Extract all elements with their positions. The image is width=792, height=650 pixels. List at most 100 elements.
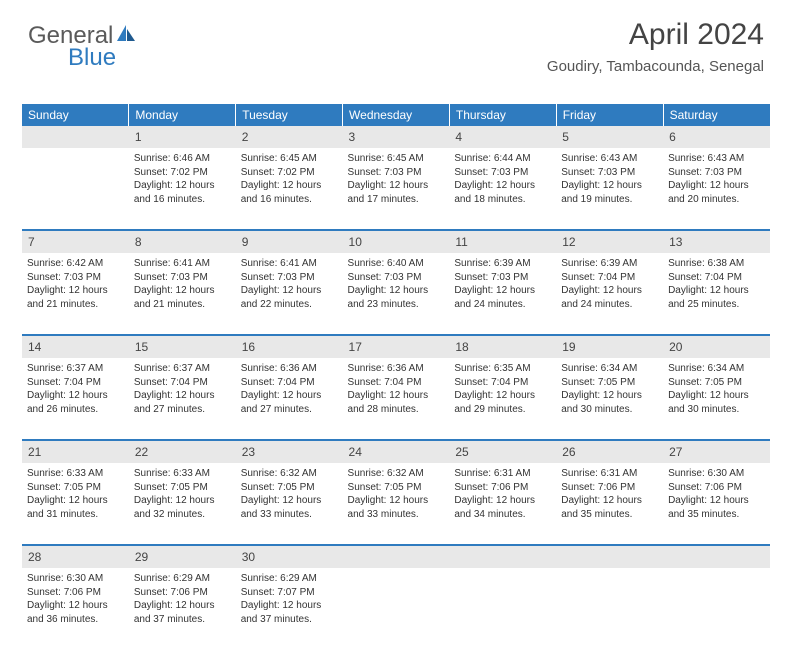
day-content-cell [556,568,663,650]
day-details: Sunrise: 6:30 AM Sunset: 7:06 PM Dayligh… [668,467,765,521]
day-details: Sunrise: 6:43 AM Sunset: 7:03 PM Dayligh… [561,152,658,206]
day-number-cell: 19 [556,335,663,358]
day-number-cell [449,545,556,568]
day-number-cell: 17 [343,335,450,358]
day-number-cell: 2 [236,126,343,148]
day-details: Sunrise: 6:44 AM Sunset: 7:03 PM Dayligh… [454,152,551,206]
day-number: 12 [562,235,575,249]
day-content-cell: Sunrise: 6:38 AM Sunset: 7:04 PM Dayligh… [663,253,770,335]
day-content-cell: Sunrise: 6:29 AM Sunset: 7:06 PM Dayligh… [129,568,236,650]
day-number: 18 [455,340,468,354]
day-number: 13 [669,235,682,249]
day-number: 2 [242,130,249,144]
day-number-cell: 21 [22,440,129,463]
day-details: Sunrise: 6:29 AM Sunset: 7:06 PM Dayligh… [134,572,231,626]
day-details: Sunrise: 6:30 AM Sunset: 7:06 PM Dayligh… [27,572,124,626]
day-number: 17 [349,340,362,354]
day-number: 26 [562,445,575,459]
day-number-cell: 16 [236,335,343,358]
day-number: 22 [135,445,148,459]
day-number: 15 [135,340,148,354]
day-content-cell [22,148,129,230]
day-number-cell: 3 [343,126,450,148]
day-number-cell: 26 [556,440,663,463]
calendar-table: Sunday Monday Tuesday Wednesday Thursday… [22,104,770,650]
weekday-header: Sunday [22,104,129,126]
daynum-row: 14 15 16 17 18 19 20 [22,335,770,358]
day-content-cell: Sunrise: 6:36 AM Sunset: 7:04 PM Dayligh… [236,358,343,440]
day-number: 29 [135,550,148,564]
location-label: Goudiry, Tambacounda, Senegal [547,58,764,75]
day-number: 23 [242,445,255,459]
logo-text-blue: Blue [68,44,116,72]
daynum-row: 78910111213 [22,230,770,253]
day-number: 19 [562,340,575,354]
day-number: 24 [349,445,362,459]
day-number-cell: 13 [663,230,770,253]
weekday-header: Thursday [449,104,556,126]
day-content-cell: Sunrise: 6:39 AM Sunset: 7:04 PM Dayligh… [556,253,663,335]
day-content-row: Sunrise: 6:33 AM Sunset: 7:05 PM Dayligh… [22,463,770,545]
day-number-cell: 11 [449,230,556,253]
daynum-row: 123456 [22,126,770,148]
day-details: Sunrise: 6:34 AM Sunset: 7:05 PM Dayligh… [561,362,658,416]
day-details: Sunrise: 6:34 AM Sunset: 7:05 PM Dayligh… [668,362,765,416]
day-number-cell: 8 [129,230,236,253]
day-content-cell: Sunrise: 6:34 AM Sunset: 7:05 PM Dayligh… [663,358,770,440]
day-number-cell: 5 [556,126,663,148]
day-number: 28 [28,550,41,564]
day-number-cell [663,545,770,568]
day-number-cell: 9 [236,230,343,253]
day-content-cell [449,568,556,650]
day-number: 11 [455,235,467,249]
day-content-cell: Sunrise: 6:40 AM Sunset: 7:03 PM Dayligh… [343,253,450,335]
day-details: Sunrise: 6:33 AM Sunset: 7:05 PM Dayligh… [27,467,124,521]
day-number-cell [556,545,663,568]
day-number-cell: 30 [236,545,343,568]
day-number-cell: 4 [449,126,556,148]
day-number-cell: 14 [22,335,129,358]
day-details: Sunrise: 6:35 AM Sunset: 7:04 PM Dayligh… [454,362,551,416]
day-content-cell: Sunrise: 6:30 AM Sunset: 7:06 PM Dayligh… [663,463,770,545]
day-details: Sunrise: 6:42 AM Sunset: 7:03 PM Dayligh… [27,257,124,311]
logo-line2: Blue [68,44,116,72]
day-number: 20 [669,340,682,354]
day-details: Sunrise: 6:38 AM Sunset: 7:04 PM Dayligh… [668,257,765,311]
day-number: 1 [135,130,142,144]
day-number-cell: 29 [129,545,236,568]
day-number-cell: 20 [663,335,770,358]
day-number-cell: 27 [663,440,770,463]
day-number: 10 [349,235,362,249]
day-number-cell: 23 [236,440,343,463]
day-content-cell: Sunrise: 6:37 AM Sunset: 7:04 PM Dayligh… [22,358,129,440]
day-content-cell: Sunrise: 6:36 AM Sunset: 7:04 PM Dayligh… [343,358,450,440]
day-number-cell: 15 [129,335,236,358]
weekday-header: Saturday [663,104,770,126]
day-details: Sunrise: 6:33 AM Sunset: 7:05 PM Dayligh… [134,467,231,521]
day-details: Sunrise: 6:40 AM Sunset: 7:03 PM Dayligh… [348,257,445,311]
day-details: Sunrise: 6:46 AM Sunset: 7:02 PM Dayligh… [134,152,231,206]
day-content-row: Sunrise: 6:46 AM Sunset: 7:02 PM Dayligh… [22,148,770,230]
day-number-cell: 18 [449,335,556,358]
day-number: 3 [349,130,356,144]
day-content-cell: Sunrise: 6:32 AM Sunset: 7:05 PM Dayligh… [236,463,343,545]
day-details: Sunrise: 6:36 AM Sunset: 7:04 PM Dayligh… [241,362,338,416]
logo-sail-icon [113,22,138,50]
day-content-cell: Sunrise: 6:45 AM Sunset: 7:02 PM Dayligh… [236,148,343,230]
day-number: 5 [562,130,569,144]
weekday-header: Tuesday [236,104,343,126]
day-content-row: Sunrise: 6:30 AM Sunset: 7:06 PM Dayligh… [22,568,770,650]
day-content-cell: Sunrise: 6:30 AM Sunset: 7:06 PM Dayligh… [22,568,129,650]
day-content-cell: Sunrise: 6:44 AM Sunset: 7:03 PM Dayligh… [449,148,556,230]
day-content-cell: Sunrise: 6:33 AM Sunset: 7:05 PM Dayligh… [129,463,236,545]
day-details: Sunrise: 6:29 AM Sunset: 7:07 PM Dayligh… [241,572,338,626]
day-content-cell: Sunrise: 6:41 AM Sunset: 7:03 PM Dayligh… [236,253,343,335]
day-content-row: Sunrise: 6:37 AM Sunset: 7:04 PM Dayligh… [22,358,770,440]
day-content-cell: Sunrise: 6:37 AM Sunset: 7:04 PM Dayligh… [129,358,236,440]
day-content-cell: Sunrise: 6:31 AM Sunset: 7:06 PM Dayligh… [449,463,556,545]
day-details: Sunrise: 6:32 AM Sunset: 7:05 PM Dayligh… [241,467,338,521]
header-right: April 2024 Goudiry, Tambacounda, Senegal [547,18,764,75]
day-content-cell: Sunrise: 6:41 AM Sunset: 7:03 PM Dayligh… [129,253,236,335]
day-number: 30 [242,550,255,564]
daynum-row: 28 29 30 [22,545,770,568]
